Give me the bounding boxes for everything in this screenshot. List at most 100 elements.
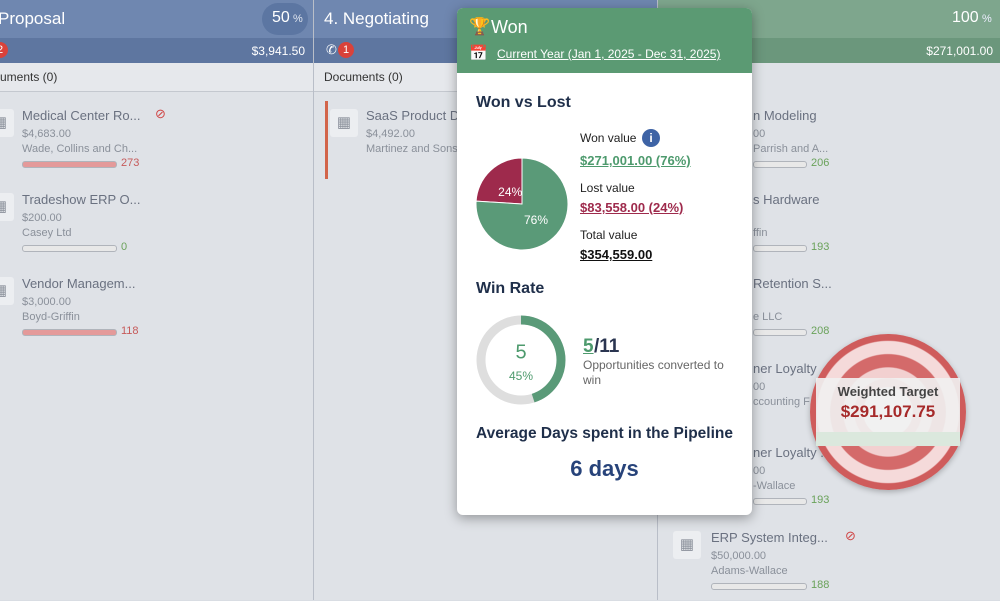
card-days: 206 <box>811 157 830 169</box>
total-value[interactable]: $354,559.00 <box>580 247 653 262</box>
card-company: Parrish and A... <box>753 143 829 155</box>
lost-value[interactable]: $83,558.00 (24%) <box>580 200 684 215</box>
card-name: SaaS Product D <box>366 108 460 123</box>
card-amount: $4,683.00 <box>22 128 71 140</box>
card-days: 193 <box>811 241 830 253</box>
win-rate-description: Opportunities converted to win <box>583 358 724 387</box>
badge: 1 <box>338 42 354 58</box>
progress-bar <box>753 245 807 252</box>
won-count[interactable]: 5 <box>583 336 594 357</box>
card-name: ner Loyalty <box>753 361 817 376</box>
card-days: 188 <box>811 579 830 591</box>
popup-title: Won <box>491 17 528 37</box>
card-company: Boyd-Griffin <box>22 311 80 323</box>
blocked-icon: ⊘ <box>845 528 856 543</box>
percent-unit: % <box>982 13 992 25</box>
target-label: Weighted Target <box>837 384 939 399</box>
progress-bar <box>22 245 117 252</box>
pie-slice <box>475 157 523 205</box>
progress-bar <box>711 583 807 590</box>
ring-percent: 45% <box>509 369 533 383</box>
ring-progress <box>476 315 566 405</box>
trophy-icon: 🏆 <box>469 17 491 36</box>
pie-slice <box>475 157 569 251</box>
card-amount: $4,492.00 <box>366 128 415 140</box>
progress-bar <box>753 498 807 505</box>
column-percent: 50 <box>272 9 290 26</box>
won-value[interactable]: $271,001.00 (76%) <box>580 153 691 168</box>
column-summary: 2 $3,941.50 <box>0 38 313 63</box>
progress-bar <box>22 329 117 336</box>
target-footer <box>816 432 960 446</box>
column: Proposal 50 % 2 $3,941.50 uments (0) <box>0 0 314 600</box>
win-rate-ring: 545% <box>476 315 566 405</box>
card-name: n Modeling <box>753 108 817 123</box>
badge: 2 <box>0 42 8 58</box>
card-name: s Hardware <box>753 192 820 207</box>
card-company: ccounting F <box>753 396 810 408</box>
column-amount: $271,001.00 <box>926 44 993 58</box>
documents: Documents (0) <box>324 70 403 84</box>
weighted-target: Weighted Target $291,107.75 <box>810 334 966 490</box>
card-name: Vendor Managem... <box>22 276 136 291</box>
popup-header: 🏆 Won 📅 Current Year (Jan 1, 2025 - Dec … <box>457 8 752 73</box>
pie-chart: 24%76% <box>475 157 569 251</box>
card-days: 0 <box>121 241 128 253</box>
card-amount: $200.00 <box>22 212 62 224</box>
progress-bar <box>753 161 807 168</box>
pie-label: 76% <box>524 213 548 227</box>
card-name: Medical Center Ro... <box>22 108 141 123</box>
target-value: $291,107.75 <box>840 402 936 421</box>
section-heading: Win Rate <box>476 280 545 297</box>
won-popup: 🏆 Won 📅 Current Year (Jan 1, 2025 - Dec … <box>457 8 752 515</box>
card-amount: 00 <box>753 465 766 477</box>
documents-row: uments (0) <box>0 63 313 92</box>
card-days: 273 <box>121 157 140 169</box>
lost-label: Lost value <box>580 181 635 195</box>
period-link[interactable]: Current Year (Jan 1, 2025 - Dec 31, 2025… <box>497 47 721 61</box>
card-days: 118 <box>121 325 139 337</box>
card-company: ffin <box>753 227 768 239</box>
card-name: ERP System Integ... <box>711 530 828 545</box>
card-days: 193 <box>811 494 830 506</box>
card-company: Martinez and Sons <box>366 143 458 155</box>
icon: ✆ <box>326 42 337 57</box>
card-company: Wade, Collins and Ch... <box>22 143 138 155</box>
progress-bar <box>22 161 117 168</box>
card-company: -Wallace <box>753 480 796 492</box>
section-heading: Won vs Lost <box>476 94 571 111</box>
info-icon[interactable]: i <box>642 129 660 147</box>
total-label: Total value <box>580 228 638 242</box>
card-company: e LLC <box>753 311 783 323</box>
card-name: Retention S... <box>753 276 832 291</box>
column-title: 4. Negotiating <box>324 9 429 28</box>
card-amount: 00 <box>753 381 766 393</box>
card-amount: $50,000.00 <box>711 550 767 562</box>
ring-count: 5 <box>515 341 526 363</box>
card-icon: ▦ <box>0 277 14 305</box>
card-icon: ▦ <box>330 109 358 137</box>
card-company: Adams-Wallace <box>711 565 788 577</box>
card-company: Casey Ltd <box>22 227 72 239</box>
card-name: Tradeshow ERP O... <box>22 192 141 207</box>
percent-unit: % <box>293 13 303 25</box>
avg-days: 6 days <box>570 456 639 481</box>
total-count: /11 <box>594 336 620 357</box>
column-amount: $3,941.50 <box>251 44 305 58</box>
column-percent: 100 <box>952 9 979 26</box>
column-header: Proposal 50 % <box>0 0 313 38</box>
target-panel <box>816 378 960 438</box>
card <box>325 101 478 179</box>
won-label: Won value <box>580 131 637 145</box>
progress-bar <box>753 329 807 336</box>
card-days: 208 <box>811 325 830 337</box>
card-amount: 00 <box>753 128 766 140</box>
card-amount: $3,000.00 <box>22 296 71 308</box>
percent-pill <box>262 3 308 35</box>
card-icon: ▦ <box>0 109 14 137</box>
calendar-icon: 📅 <box>469 45 488 62</box>
pie-label: 24% <box>498 185 522 199</box>
card-icon: ▦ <box>0 193 14 221</box>
blocked-icon: ⊘ <box>155 106 166 121</box>
